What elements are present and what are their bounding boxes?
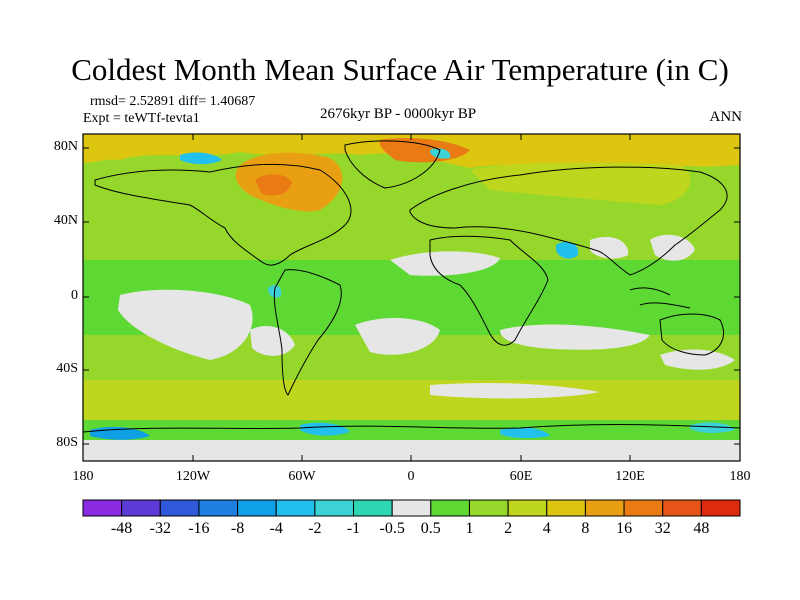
colorbar-box — [353, 499, 393, 517]
y-label-80s: 80S — [56, 435, 78, 450]
colorbar-label: -0.5 — [379, 520, 405, 537]
grey-antarctic — [83, 440, 740, 461]
greenland-coast — [344, 140, 441, 189]
colorbar-box — [700, 499, 741, 517]
grey-south-pacific — [118, 289, 253, 360]
map-title: Coldest Month Mean Surface Air Temperatu… — [71, 52, 729, 87]
australia-coast — [659, 313, 724, 356]
x-label-120e: 120E — [615, 469, 645, 484]
cool-arctic-canada — [180, 152, 222, 165]
colorbar-label: 1 — [465, 520, 474, 537]
colorbar-label: -48 — [110, 520, 133, 537]
antarctica-coast — [82, 424, 741, 433]
y-label-80n: 80N — [53, 139, 78, 154]
cool-antarctic-3 — [500, 427, 550, 439]
y-label-0: 0 — [71, 288, 78, 303]
colorbar-label: -32 — [149, 520, 171, 537]
south-america-coast — [273, 269, 342, 396]
colorbar-label: 2 — [504, 520, 513, 537]
y-label-40n: 40N — [53, 213, 78, 228]
x-label-180w: 180 — [72, 469, 94, 484]
grey-north-africa — [390, 251, 500, 276]
colorbar-box — [82, 499, 123, 517]
colorbar-box — [159, 499, 200, 517]
colorbar-label: -8 — [230, 520, 245, 537]
colorbar-label: -2 — [308, 520, 322, 537]
period-label: 2676kyr BP - 0000kyr BP — [320, 106, 477, 122]
stats-text: rmsd= 2.52891 diff= 1.40687 — [90, 94, 256, 109]
colorbar-label: 8 — [581, 520, 590, 537]
colorbar-box — [546, 499, 586, 517]
colorbar-label: 16 — [616, 520, 633, 537]
x-label-60e: 60E — [509, 469, 533, 484]
colorbar-box — [507, 499, 548, 517]
cool-antarctic-4 — [690, 422, 735, 433]
cool-greenland-sea — [430, 148, 451, 159]
indonesia-coast — [629, 287, 691, 309]
colorbar-label: -4 — [269, 520, 283, 537]
x-label-180e: 180 — [729, 469, 751, 484]
colorbar-box — [662, 499, 702, 517]
grey-arabia — [590, 236, 629, 259]
colorbar-box — [391, 499, 432, 517]
canada-hot-spot — [255, 174, 292, 196]
north-america-coast — [94, 163, 352, 266]
colorbar-box — [430, 499, 470, 517]
colorbar-box — [198, 499, 239, 517]
colorbar-box — [314, 499, 355, 517]
grey-australia-s — [660, 349, 735, 370]
colorbar-label: -1 — [346, 520, 361, 537]
season-label: ANN — [709, 109, 743, 125]
eurasia-yellow — [470, 162, 691, 205]
colorbar — [82, 499, 741, 517]
x-label-120w: 120W — [175, 469, 211, 484]
colorbar-box — [584, 499, 625, 517]
axis-ticks — [83, 134, 740, 461]
colorbar-box — [275, 499, 316, 517]
cool-africa — [556, 241, 579, 259]
grey-south-atlantic — [355, 318, 440, 355]
colorbar-label: 4 — [542, 520, 551, 537]
grey-east-pacific — [250, 325, 295, 356]
grey-south-band — [430, 382, 600, 399]
y-label-40s: 40S — [56, 361, 78, 376]
x-label-60w: 60W — [288, 469, 316, 484]
colorbar-box — [468, 499, 509, 517]
colorbar-label: -16 — [188, 520, 210, 537]
africa-coast — [429, 235, 549, 346]
experiment-label: Expt = teWTf-tevta1 — [83, 111, 200, 126]
colorbar-label: 0.5 — [420, 520, 441, 537]
grey-indian — [500, 324, 650, 350]
colorbar-label: 32 — [654, 520, 671, 537]
colorbar-box — [237, 499, 277, 517]
southern-ocean — [83, 380, 740, 420]
colorbar-box — [623, 499, 664, 517]
near-zero-areas — [83, 234, 740, 461]
coastlines — [82, 140, 741, 433]
x-label-0: 0 — [407, 469, 415, 484]
colorbar-label: 48 — [693, 520, 710, 537]
colorbar-box — [121, 499, 161, 517]
eurasia-coast — [409, 166, 728, 276]
cool-antarctic-2 — [300, 422, 350, 436]
